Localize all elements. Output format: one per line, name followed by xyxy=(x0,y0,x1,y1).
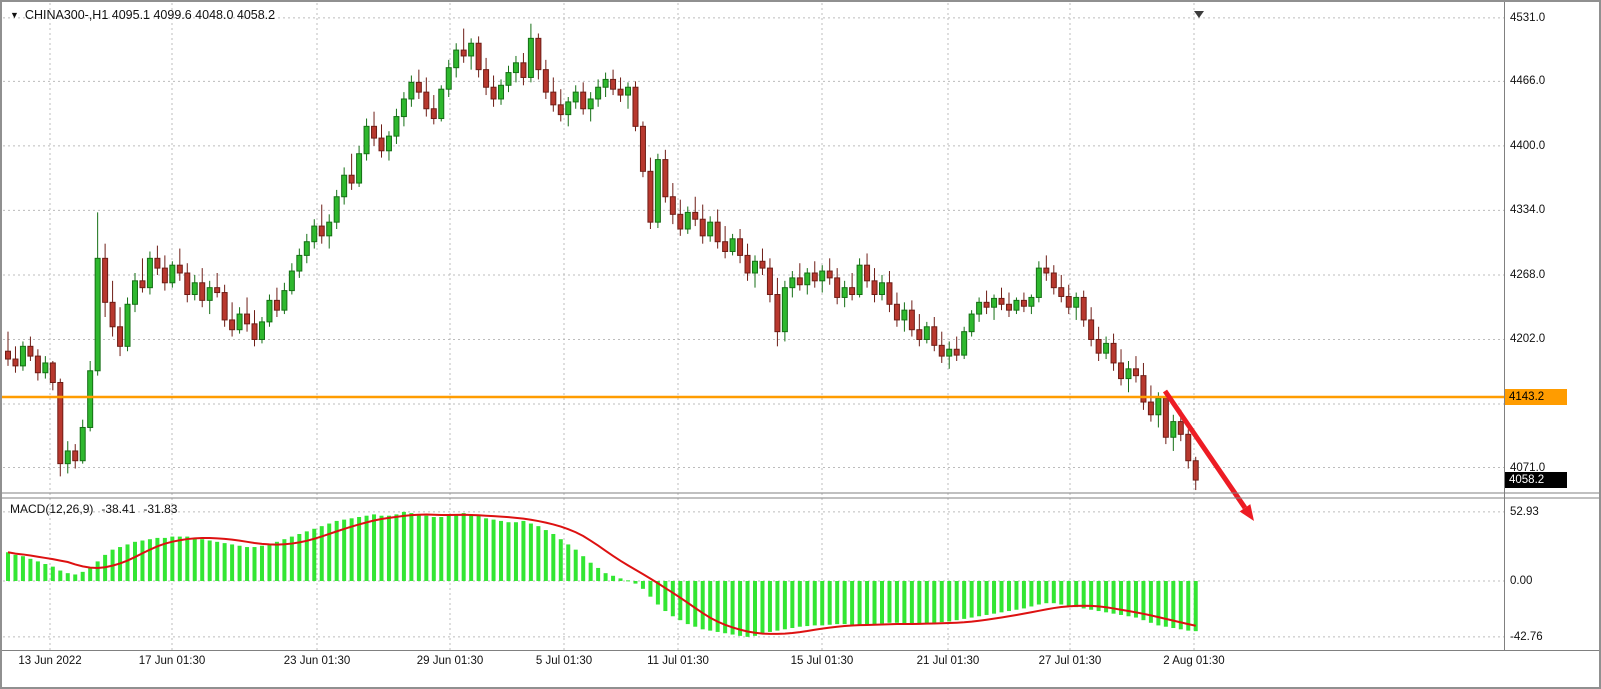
macd-signal-value: -31.83 xyxy=(143,502,178,516)
current-price-badge: 4058.2 xyxy=(1505,472,1567,489)
macd-value: -38.41 xyxy=(101,502,136,516)
macd-axis-label: 52.93 xyxy=(1510,505,1539,518)
time-axis-label: 15 Jul 01:30 xyxy=(790,655,854,667)
chart-shift-marker-icon[interactable] xyxy=(1194,11,1204,18)
macd-histogram xyxy=(6,511,1198,637)
time-axis[interactable]: 13 Jun 2022 17 Jun 01:30 23 Jun 01:30 29 Ju… xyxy=(2,651,1599,687)
chart-dropdown-icon[interactable]: ▼ xyxy=(10,10,19,20)
trend-arrow[interactable] xyxy=(1162,389,1248,510)
price-axis[interactable]: 4531.0 4466.0 4400.0 4334.0 4268.0 4202.0 4071… xyxy=(1506,2,1599,650)
macd-axis-label: 0.00 xyxy=(1510,575,1533,587)
price-axis-label: 4202.0 xyxy=(1510,333,1546,346)
price-axis-label: 4334.0 xyxy=(1510,204,1546,217)
time-axis-label: 11 Jul 01:30 xyxy=(647,655,709,667)
price-axis-label: 4466.0 xyxy=(1510,75,1546,88)
time-axis-label: 5 Jul 01:30 xyxy=(535,655,593,667)
price-axis-label: 4268.0 xyxy=(1510,268,1546,281)
time-axis-label: 27 Jul 01:30 xyxy=(1038,655,1102,667)
macd-signal-line xyxy=(7,513,1196,635)
price-axis-label: 4531.0 xyxy=(1510,11,1546,24)
price-axis-label: 4400.0 xyxy=(1510,139,1546,152)
time-axis-label: 21 Jul 01:30 xyxy=(916,655,980,667)
trend-arrow-head xyxy=(1239,504,1254,521)
macd-title: MACD(12,26,9) xyxy=(10,502,94,516)
symbol-ohlc-text: CHINA300-,H1 4095.1 4099.6 4048.0 4058.2 xyxy=(24,8,276,22)
time-axis-label: 23 Jun 01:30 xyxy=(283,655,351,667)
time-axis-label: 17 Jun 01:30 xyxy=(138,655,206,667)
time-axis-label: 13 Jun 2022 xyxy=(18,655,82,667)
macd-axis-label: -42.76 xyxy=(1510,630,1543,643)
time-axis-label: 2 Aug 01:30 xyxy=(1163,655,1225,667)
candlesticks xyxy=(5,23,1199,491)
symbol-header: ▼ CHINA300-,H1 4095.1 4099.6 4048.0 4058… xyxy=(10,8,275,22)
macd-header: MACD(12,26,9) -38.41 -31.83 xyxy=(10,502,177,516)
grid-lines xyxy=(3,3,1504,650)
horizontal-line-price-badge[interactable]: 4143.2 xyxy=(1505,388,1567,405)
price-axis-label: 4071.0 xyxy=(1510,461,1546,474)
time-axis-label: 29 Jun 01:30 xyxy=(416,655,484,667)
